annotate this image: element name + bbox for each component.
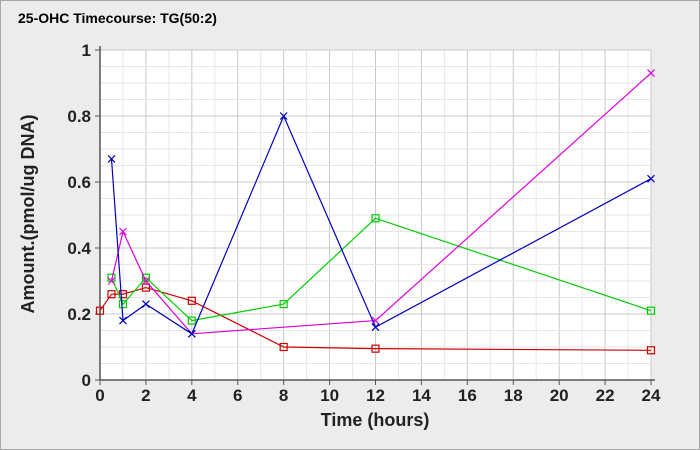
- x-tick-label: 8: [279, 386, 288, 405]
- data-point: [95, 306, 105, 315]
- data-point: [279, 112, 288, 120]
- x-tick-label: 2: [141, 386, 150, 405]
- data-point: [187, 296, 196, 305]
- data-point: [187, 316, 196, 325]
- data-point: [119, 227, 127, 236]
- series-layer: [95, 69, 656, 355]
- data-point: [141, 283, 151, 292]
- data-point: [371, 344, 380, 353]
- series-line: [110, 217, 652, 322]
- x-tick-label: 10: [320, 386, 339, 405]
- series-line: [110, 72, 652, 335]
- y-tick-label: 1: [82, 41, 91, 60]
- x-tick-label: 14: [412, 386, 431, 405]
- series-4: [107, 112, 655, 338]
- x-tick-label: 16: [458, 386, 477, 405]
- data-point: [118, 290, 128, 299]
- data-point: [646, 306, 656, 315]
- data-point: [141, 277, 150, 285]
- data-point: [371, 214, 380, 223]
- y-tick-label: 0.2: [67, 305, 91, 324]
- y-axis-label: Amount.(pmol/ug DNA): [18, 115, 38, 314]
- data-point: [187, 329, 196, 338]
- data-point: [646, 346, 656, 355]
- x-tick-label: 4: [187, 386, 197, 405]
- data-point: [107, 154, 116, 163]
- x-tick-label: 24: [642, 386, 661, 405]
- x-tick-label: 22: [596, 386, 615, 405]
- data-point: [279, 342, 288, 352]
- chart-title: 25-OHC Timecourse: TG(50:2): [18, 10, 217, 26]
- y-tick-label: 0: [82, 371, 91, 390]
- x-tick-label: 0: [95, 386, 104, 405]
- series-line: [99, 286, 652, 351]
- series-1: [95, 283, 656, 355]
- axes: [99, 46, 655, 381]
- data-point: [371, 323, 380, 332]
- data-point: [118, 300, 128, 309]
- data-point: [119, 316, 127, 325]
- x-tick-label: 18: [504, 386, 523, 405]
- y-tick-label: 0.4: [67, 239, 91, 258]
- data-point: [107, 277, 116, 285]
- grid-lines: [99, 49, 652, 381]
- y-tick-label: 0.8: [67, 107, 91, 126]
- x-tick-label: 6: [233, 386, 242, 405]
- y-tick-label: 0.6: [67, 173, 91, 192]
- data-point: [107, 290, 116, 299]
- x-tick-label: 20: [550, 386, 569, 405]
- data-point: [647, 69, 655, 78]
- data-point: [279, 300, 288, 309]
- data-point: [647, 174, 655, 183]
- x-tick-label: 12: [366, 386, 385, 405]
- data-point: [141, 300, 150, 309]
- x-axis-label: Time (hours): [321, 410, 430, 430]
